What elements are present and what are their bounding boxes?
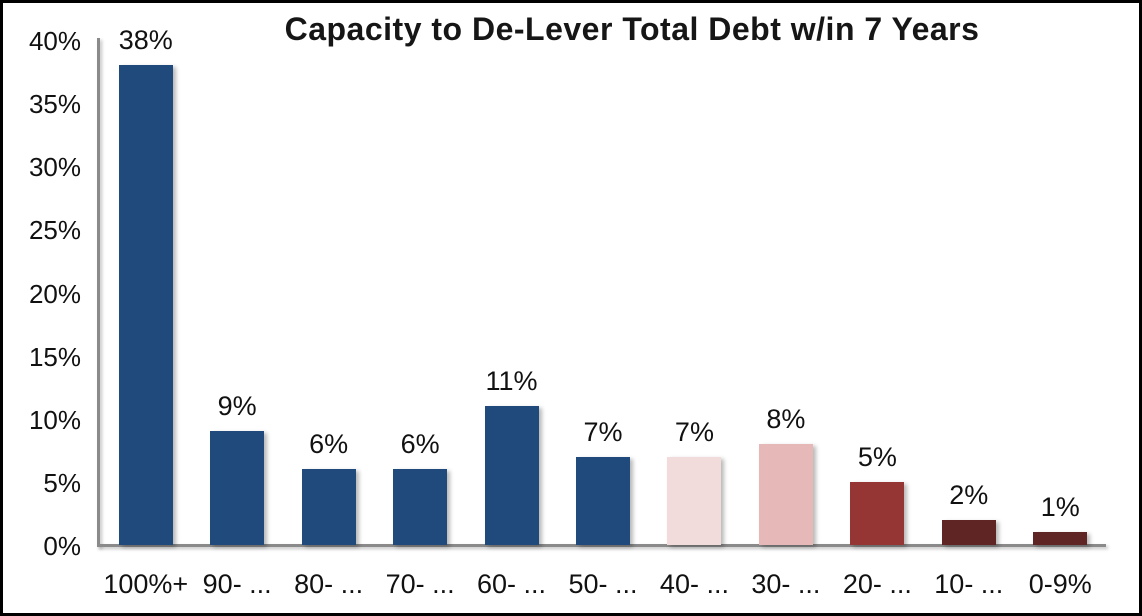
- x-axis-line: [97, 544, 1106, 547]
- bar-value-label: 38%: [118, 25, 173, 56]
- bar: [301, 469, 356, 545]
- y-axis-tick-label: 40%: [28, 26, 81, 56]
- x-axis-label: 0-9%: [1028, 569, 1092, 599]
- x-axis-label: 80- ...: [294, 569, 364, 599]
- bar: [667, 456, 722, 545]
- bar-value-label: 7%: [674, 416, 714, 447]
- bar: [118, 65, 173, 545]
- bar: [484, 406, 539, 545]
- bar-value-label: 11%: [485, 366, 538, 397]
- chart-title: Capacity to De-Lever Total Debt w/in 7 Y…: [284, 11, 980, 47]
- bar: [1033, 532, 1088, 545]
- y-axis-tick-label: 35%: [28, 89, 81, 120]
- y-axis-tick-label: 25%: [28, 215, 81, 246]
- y-axis-tick-label: 5%: [43, 467, 81, 498]
- bar: [758, 444, 813, 545]
- bar-value-label: 1%: [1040, 492, 1080, 523]
- bar: [210, 431, 265, 545]
- x-axis-label: 90- ...: [202, 569, 272, 599]
- x-axis-label: 70- ...: [385, 569, 455, 599]
- x-axis-label: 10- ...: [934, 569, 1004, 599]
- bar: [576, 456, 630, 545]
- x-axis-label: 50- ...: [568, 569, 638, 599]
- bar-value-label: 6%: [309, 429, 349, 460]
- y-axis-tick-label: 30%: [28, 152, 81, 183]
- bar-value-label: 7%: [583, 416, 623, 447]
- x-axis-label: 40- ...: [659, 569, 729, 599]
- x-axis-label: 30- ...: [751, 569, 821, 599]
- bar: [941, 519, 996, 545]
- bar-value-label: 8%: [766, 404, 806, 434]
- y-axis-tick-label: 0%: [43, 531, 81, 561]
- x-axis-label: 60- ...: [477, 569, 547, 599]
- bar-value-label: 9%: [217, 391, 257, 422]
- bar-value-label: 2%: [949, 479, 989, 510]
- bar: [393, 469, 448, 545]
- y-axis-tick-label: 15%: [28, 341, 81, 372]
- y-axis-tick-label: 20%: [28, 278, 81, 309]
- y-axis-tick-label: 10%: [28, 404, 81, 435]
- x-axis-label: 100%+: [103, 569, 189, 599]
- x-axis-label: 20- ...: [842, 569, 912, 599]
- y-axis-line: [97, 38, 100, 547]
- bar: [850, 481, 905, 545]
- bar-value-label: 6%: [400, 429, 440, 460]
- bar-value-label: 5%: [857, 441, 897, 472]
